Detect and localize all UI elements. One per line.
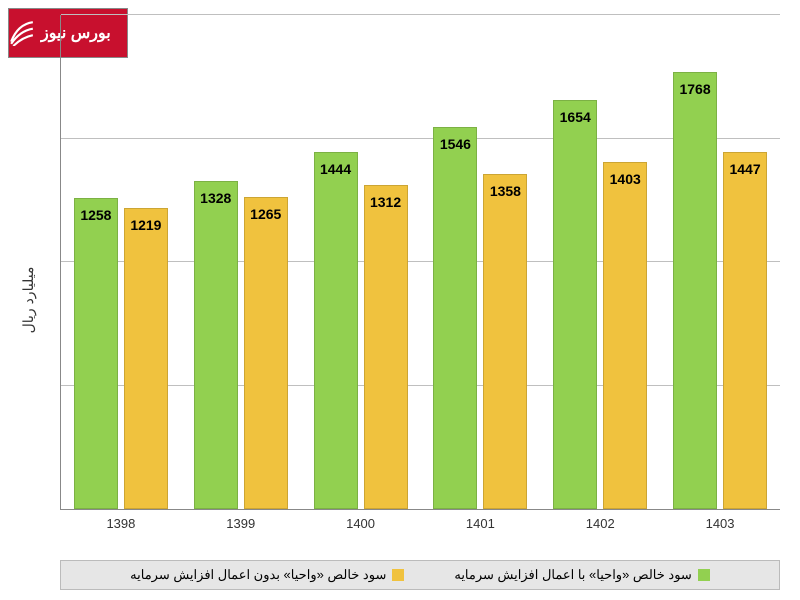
bar-value-label: 1768 bbox=[679, 81, 710, 97]
bar-with-capital: 1654 bbox=[553, 100, 597, 509]
bar-value-label: 1312 bbox=[370, 194, 401, 210]
bar-without-capital: 1358 bbox=[483, 174, 527, 509]
bar-group: 1768 1447 bbox=[660, 15, 780, 509]
bar-group: 1546 1358 bbox=[420, 15, 540, 509]
x-axis-tick: 1401 bbox=[466, 516, 495, 531]
plot-area: 1258121913981328126513991444131214001546… bbox=[60, 15, 780, 510]
bar-value-label: 1328 bbox=[200, 190, 231, 206]
bar-without-capital: 1403 bbox=[603, 162, 647, 509]
bar-value-label: 1447 bbox=[729, 161, 760, 177]
x-axis-tick: 1400 bbox=[346, 516, 375, 531]
bar-without-capital: 1219 bbox=[124, 208, 168, 509]
legend-item-series1: سود خالص «واحیا» با اعمال افزایش سرمایه bbox=[454, 567, 709, 583]
bar-with-capital: 1546 bbox=[433, 127, 477, 509]
bar-with-capital: 1258 bbox=[74, 198, 118, 509]
bar-value-label: 1358 bbox=[490, 183, 521, 199]
legend-item-series2: سود خالص «واحیا» بدون اعمال افزایش سرمای… bbox=[130, 567, 404, 583]
bar-without-capital: 1447 bbox=[723, 152, 767, 509]
bar-value-label: 1219 bbox=[130, 217, 161, 233]
legend-swatch-icon bbox=[698, 569, 710, 581]
x-axis-tick: 1398 bbox=[106, 516, 135, 531]
legend-label: سود خالص «واحیا» بدون اعمال افزایش سرمای… bbox=[130, 567, 386, 583]
wave-icon bbox=[9, 20, 35, 46]
legend: سود خالص «واحیا» با اعمال افزایش سرمایه … bbox=[60, 560, 780, 590]
bar-group: 1654 1403 bbox=[540, 15, 660, 509]
x-axis-tick: 1399 bbox=[226, 516, 255, 531]
bar-without-capital: 1312 bbox=[364, 185, 408, 509]
bar-group: 1444 1312 bbox=[301, 15, 421, 509]
legend-label: سود خالص «واحیا» با اعمال افزایش سرمایه bbox=[454, 567, 691, 583]
bar-value-label: 1403 bbox=[610, 171, 641, 187]
chart-container: 1258 1219 1398 1328 1265 1399 1444 1312 1400 1546… bbox=[60, 15, 780, 535]
bar-without-capital: 1265 bbox=[244, 197, 288, 509]
bar-value-label: 1444 bbox=[320, 161, 351, 177]
legend-swatch-icon bbox=[392, 569, 404, 581]
bar-group: 1258 1219 bbox=[61, 15, 181, 509]
bar-with-capital: 1444 bbox=[314, 152, 358, 509]
bar-with-capital: 1328 bbox=[194, 181, 238, 509]
bar-value-label: 1654 bbox=[560, 109, 591, 125]
x-axis-tick: 1402 bbox=[586, 516, 615, 531]
x-axis-tick: 1403 bbox=[706, 516, 735, 531]
bar-with-capital: 1768 bbox=[673, 72, 717, 509]
bar-value-label: 1546 bbox=[440, 136, 471, 152]
y-axis-label: میلیارد ریال bbox=[20, 267, 36, 334]
bar-value-label: 1265 bbox=[250, 206, 281, 222]
bar-group: 1328 1265 bbox=[181, 15, 301, 509]
bar-value-label: 1258 bbox=[80, 207, 111, 223]
